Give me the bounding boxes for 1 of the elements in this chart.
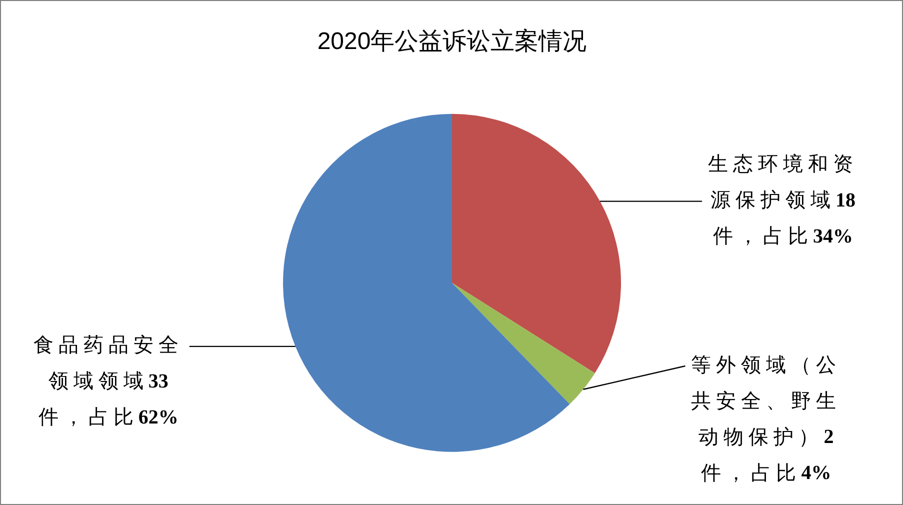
chart-title: 2020年公益诉讼立案情况	[317, 28, 587, 56]
